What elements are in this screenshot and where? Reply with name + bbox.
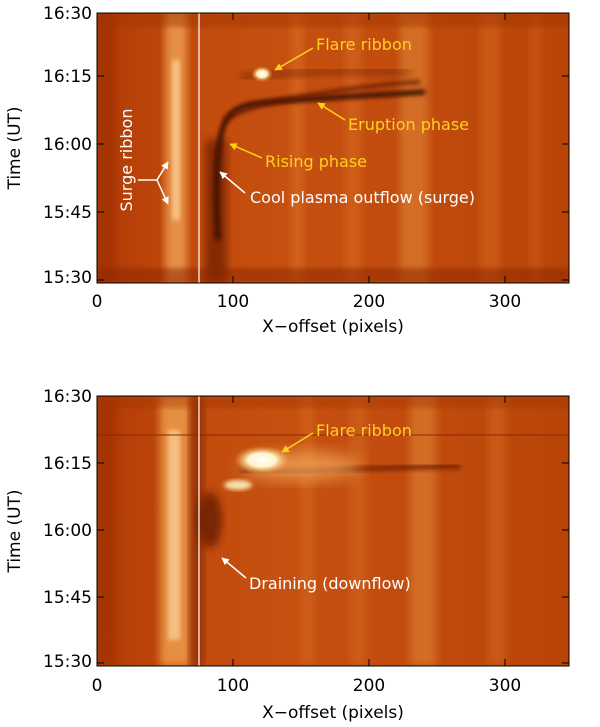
bottom-xtick-300: 300 [489,676,521,696]
top-ytick-1600: 16:00 [43,135,92,155]
bottom-flare-ribbon-label: Flare ribbon [316,421,412,440]
top-axes-frame [96,12,570,284]
top-ytick-1615: 16:15 [43,67,92,87]
top-xtick-0: 0 [92,292,103,312]
top-ylabel: Time (UT) [5,106,25,190]
top-ytick-1530: 15:30 [43,268,92,288]
top-xtick-100: 100 [217,292,249,312]
bottom-ytick-1630: 16:30 [43,387,92,407]
top-ytick-1630: 16:30 [43,4,92,24]
bottom-axes-frame [96,395,570,667]
bottom-ylabel: Time (UT) [5,489,25,573]
flare-ribbon-arrow [274,47,314,71]
bottom-image [97,396,569,666]
top-ytick-1545: 15:45 [43,203,92,223]
rising-phase-label: Rising phase [265,152,367,171]
top-xtick-200: 200 [353,292,385,312]
top-panel: 16:30 16:15 16:00 15:45 15:30 0 100 200 … [5,4,570,337]
top-yticks [96,12,569,283]
bottom-xlabel: X−offset (pixels) [262,703,404,723]
bottom-ytick-1600: 16:00 [43,521,92,541]
bottom-xtick-0: 0 [92,676,103,696]
bottom-ytick-1615: 16:15 [43,454,92,474]
bottom-flare-ribbon-arrow [281,432,314,453]
surge-ribbon-bracket [138,161,169,205]
draining-label: Draining (downflow) [249,574,411,593]
eruption-phase-arrow [317,102,346,121]
surge-label: Cool plasma outflow (surge) [250,188,475,207]
surge-arrow [219,171,246,194]
eruption-phase-label: Eruption phase [348,115,469,134]
draining-arrow [221,557,247,579]
bottom-xtick-100: 100 [217,676,249,696]
bottom-ytick-1545: 15:45 [43,588,92,608]
bottom-ticks [97,395,569,666]
top-xtick-300: 300 [489,292,521,312]
top-flare-ribbon-label: Flare ribbon [316,35,412,54]
top-image [97,13,569,283]
bottom-panel: 16:30 16:15 16:00 15:45 15:30 0 100 200 … [5,387,570,723]
surge-ribbon-label: Surge ribbon [117,109,136,212]
bottom-xtick-200: 200 [353,676,385,696]
top-xlabel: X−offset (pixels) [262,317,404,337]
rising-phase-arrow [229,143,263,159]
bottom-ytick-1530: 15:30 [43,652,92,672]
